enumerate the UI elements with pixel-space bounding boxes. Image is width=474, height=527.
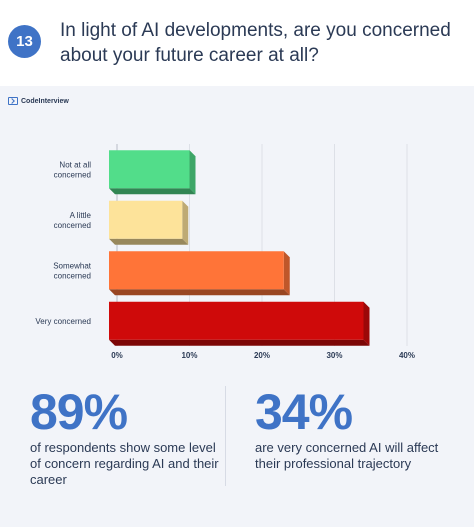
x-tick-label: 0% (111, 351, 123, 360)
category-label: Somewhat concerned (53, 261, 92, 280)
question-number-badge: 13 (8, 25, 41, 58)
x-tick-label: 30% (326, 351, 342, 360)
chart-panel: CodeInterview 0% 10% 20% 30% 40% Not at all co… (0, 86, 474, 527)
bar-bottom (109, 238, 189, 245)
stat-left-text: of respondents show some level of concer… (30, 440, 219, 487)
bar-side (363, 301, 370, 346)
bar-side (182, 200, 189, 245)
category-label: A little concerned (54, 211, 92, 230)
bar (109, 251, 284, 290)
stat-right: 34% are very concerned AI will affect th… (255, 386, 455, 472)
category-label: Very concerned (35, 317, 91, 326)
bar (109, 150, 190, 189)
category-label: Not at all concerned (54, 160, 92, 179)
brand-name: CodeInterview (21, 97, 69, 105)
x-tick-label: 10% (181, 351, 197, 360)
bar (109, 200, 183, 239)
terminal-icon (8, 97, 18, 105)
stat-right-value: 34% (255, 384, 353, 440)
bar-chart: 0% 10% 20% 30% 40% Not at all concerned A littl… (35, 144, 415, 360)
bar (109, 301, 364, 340)
stat-left: 89% of respondents show some level of co… (30, 386, 230, 488)
header: 13 In light of AI developments, are you … (0, 0, 474, 78)
brand-logo: CodeInterview (8, 94, 69, 108)
bar-bottom (109, 339, 370, 346)
bar-bottom (109, 188, 196, 195)
stat-right-text: are very concerned AI will affect their … (255, 440, 439, 471)
question-title: In light of AI developments, are you con… (60, 20, 451, 66)
bar-bottom (109, 289, 290, 296)
stat-left-value: 89% (30, 384, 128, 440)
x-tick-label: 20% (254, 351, 270, 360)
x-tick-label: 40% (399, 351, 415, 360)
stats-divider (225, 386, 226, 486)
bar-side (189, 150, 196, 195)
bar-side (283, 251, 290, 296)
